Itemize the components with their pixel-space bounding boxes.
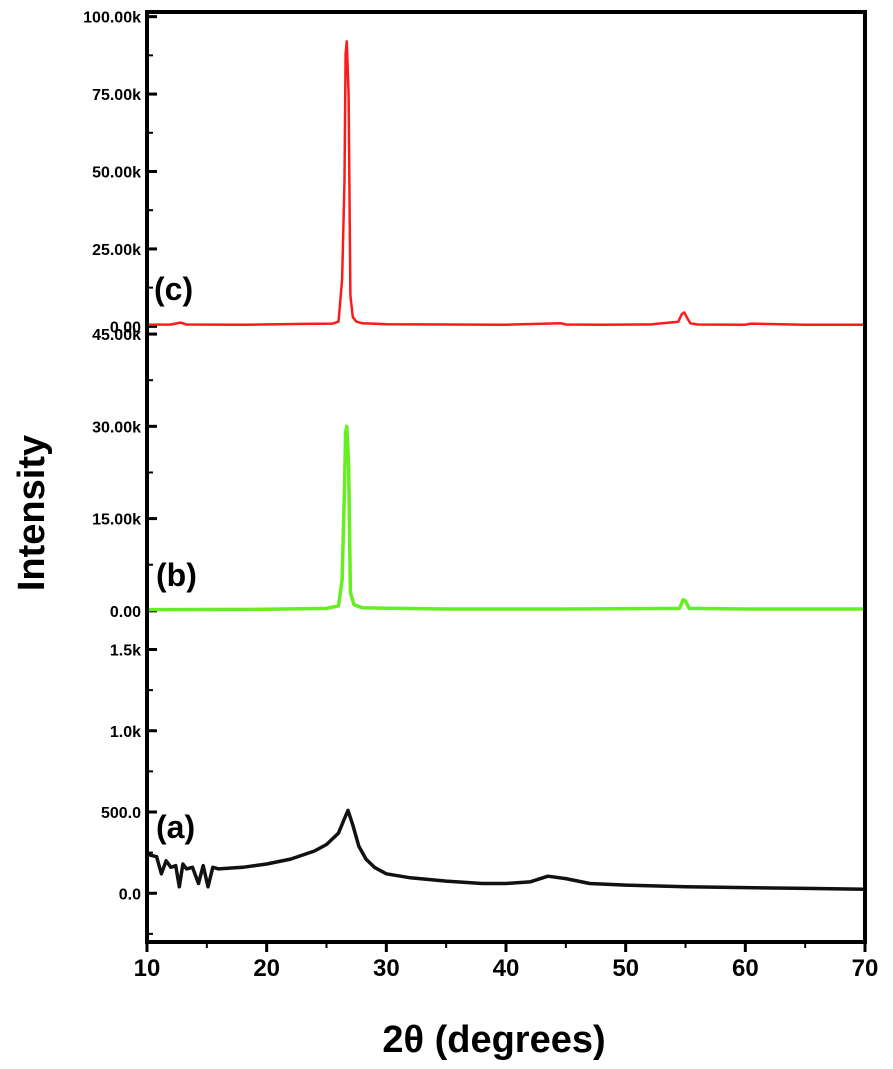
y-tick-label: 45.00k [92,327,141,344]
y-tick-label: 25.00k [92,242,141,259]
y-tick-label: 500.0 [101,805,141,822]
y-tick-label: 15.00k [92,512,141,529]
y-axis-title: Intensity [11,435,53,591]
y-tick-label: 0.00 [110,604,141,621]
x-tick-label: 60 [732,955,759,982]
x-tick-label: 20 [253,955,280,982]
x-tick-label: 30 [373,955,400,982]
panel-0: 0.00 25.00k 50.00k 75.00k 100.00k (c) [83,10,865,336]
chart-panels: 0.00 25.00k 50.00k 75.00k 100.00k (c) 0.00 15.0… [83,10,866,935]
y-tick-label: 75.00k [92,87,141,104]
panel-label: (a) [156,809,195,845]
y-tick-label: 100.00k [83,10,141,27]
x-tick-label: 70 [852,955,879,982]
x-axis-title: 2θ (degrees) [382,1019,605,1061]
x-tick-label: 10 [134,955,161,982]
y-tick-label: 0.00 [110,319,141,336]
series-line [146,40,865,327]
x-axis: 10 20 30 40 50 60 70 [134,942,879,982]
panel-1: 0.00 15.00k 30.00k 45.00k (b) [92,327,865,621]
panel-label: (b) [156,557,197,593]
series-line [146,808,866,891]
y-tick-label: 1.5k [110,643,141,660]
y-tick-label: 1.0k [110,724,141,741]
x-tick-label: 40 [493,955,520,982]
plot-frame [145,10,867,944]
series-line [146,424,865,612]
y-tick-label: 30.00k [92,419,141,436]
x-tick-label: 50 [612,955,639,982]
panel-2: 0.0 500.0 1.0k 1.5k (a) [101,643,866,935]
panel-label: (c) [154,271,193,307]
y-tick-label: 0.0 [119,886,141,903]
y-tick-label: 50.00k [92,165,141,182]
